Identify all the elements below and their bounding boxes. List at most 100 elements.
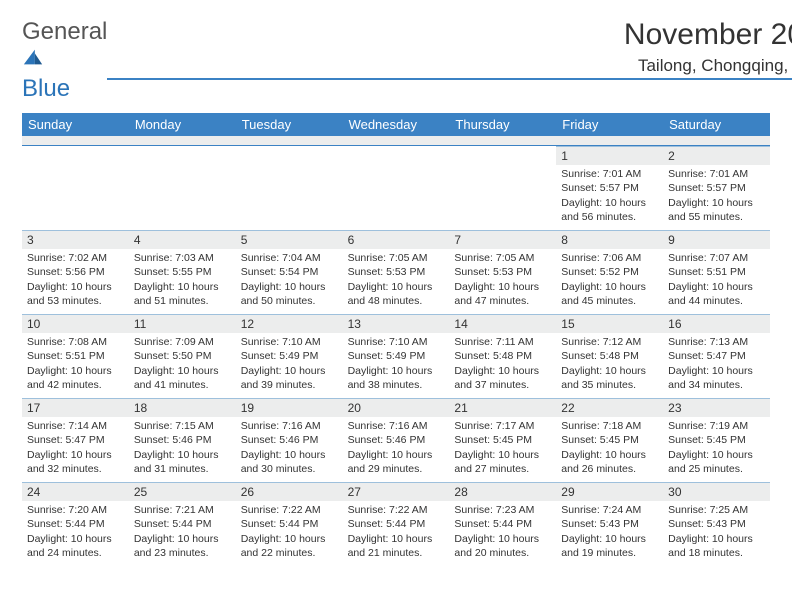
- day-number: 30: [663, 482, 770, 501]
- sunrise-line: Sunrise: 7:11 AM: [454, 335, 551, 349]
- day-body: Sunrise: 7:17 AMSunset: 5:45 PMDaylight:…: [449, 417, 556, 480]
- sunrise-line: Sunrise: 7:08 AM: [27, 335, 124, 349]
- day-number: 4: [129, 230, 236, 249]
- day-body: Sunrise: 7:14 AMSunset: 5:47 PMDaylight:…: [22, 417, 129, 480]
- day-cell: 19Sunrise: 7:16 AMSunset: 5:46 PMDayligh…: [236, 398, 343, 482]
- sunset-line: Sunset: 5:55 PM: [134, 265, 231, 279]
- daylight-line: Daylight: 10 hours and 32 minutes.: [27, 448, 124, 476]
- day-cell: 14Sunrise: 7:11 AMSunset: 5:48 PMDayligh…: [449, 314, 556, 398]
- day-cell: 9 Sunrise: 7:07 AMSunset: 5:51 PMDaylight…: [663, 230, 770, 314]
- sunset-line: Sunset: 5:45 PM: [454, 433, 551, 447]
- daylight-line: Daylight: 10 hours and 51 minutes.: [134, 280, 231, 308]
- day-body: Sunrise: 7:21 AMSunset: 5:44 PMDaylight:…: [129, 501, 236, 564]
- day-number: 29: [556, 482, 663, 501]
- daylight-line: Daylight: 10 hours and 21 minutes.: [348, 532, 445, 560]
- day-cell: 23Sunrise: 7:19 AMSunset: 5:45 PMDayligh…: [663, 398, 770, 482]
- sunset-line: Sunset: 5:46 PM: [241, 433, 338, 447]
- logo-text: GeneralBlue: [22, 18, 107, 103]
- day-cell: 15Sunrise: 7:12 AMSunset: 5:48 PMDayligh…: [556, 314, 663, 398]
- day-cell: 1Sunrise: 7:01 AMSunset: 5:57 PMDaylight…: [556, 146, 663, 230]
- sunrise-line: Sunrise: 7:20 AM: [27, 503, 124, 517]
- sunset-line: Sunset: 5:54 PM: [241, 265, 338, 279]
- sunrise-line: Sunrise: 7:09 AM: [134, 335, 231, 349]
- day-body: Sunrise: 7:24 AMSunset: 5:43 PMDaylight:…: [556, 501, 663, 564]
- day-number: 17: [22, 398, 129, 417]
- daylight-line: Daylight: 10 hours and 26 minutes.: [561, 448, 658, 476]
- month-title: November 2024: [107, 18, 792, 52]
- day-body: Sunrise: 7:09 AMSunset: 5:50 PMDaylight:…: [129, 333, 236, 396]
- day-body: Sunrise: 7:16 AMSunset: 5:46 PMDaylight:…: [343, 417, 450, 480]
- calendar-body: 1Sunrise: 7:01 AMSunset: 5:57 PMDaylight…: [22, 146, 770, 566]
- daylight-line: Daylight: 10 hours and 44 minutes.: [668, 280, 765, 308]
- daylight-line: Daylight: 10 hours and 34 minutes.: [668, 364, 765, 392]
- daylight-line: Daylight: 10 hours and 31 minutes.: [134, 448, 231, 476]
- sunrise-line: Sunrise: 7:10 AM: [241, 335, 338, 349]
- sunrise-line: Sunrise: 7:22 AM: [348, 503, 445, 517]
- day-cell: [343, 146, 450, 230]
- sunrise-line: Sunrise: 7:21 AM: [134, 503, 231, 517]
- sunrise-line: Sunrise: 7:24 AM: [561, 503, 658, 517]
- weekday-friday: Friday: [556, 113, 663, 136]
- sunset-line: Sunset: 5:52 PM: [561, 265, 658, 279]
- day-body: Sunrise: 7:12 AMSunset: 5:48 PMDaylight:…: [556, 333, 663, 396]
- sunrise-line: Sunrise: 7:15 AM: [134, 419, 231, 433]
- day-cell: 7Sunrise: 7:05 AMSunset: 5:53 PMDaylight…: [449, 230, 556, 314]
- daylight-line: Daylight: 10 hours and 47 minutes.: [454, 280, 551, 308]
- day-number: 18: [129, 398, 236, 417]
- weekday-tuesday: Tuesday: [236, 113, 343, 136]
- sunrise-line: Sunrise: 7:07 AM: [668, 251, 765, 265]
- sunset-line: Sunset: 5:43 PM: [668, 517, 765, 531]
- day-number: 14: [449, 314, 556, 333]
- day-body: Sunrise: 7:01 AMSunset: 5:57 PMDaylight:…: [556, 165, 663, 228]
- sunset-line: Sunset: 5:57 PM: [668, 181, 765, 195]
- sunrise-line: Sunrise: 7:23 AM: [454, 503, 551, 517]
- day-body: Sunrise: 7:05 AMSunset: 5:53 PMDaylight:…: [449, 249, 556, 312]
- day-body: Sunrise: 7:10 AMSunset: 5:49 PMDaylight:…: [343, 333, 450, 396]
- day-number: 16: [663, 314, 770, 333]
- sunrise-line: Sunrise: 7:13 AM: [668, 335, 765, 349]
- day-cell: 11Sunrise: 7:09 AMSunset: 5:50 PMDayligh…: [129, 314, 236, 398]
- day-body: Sunrise: 7:22 AMSunset: 5:44 PMDaylight:…: [343, 501, 450, 564]
- weekday-sunday: Sunday: [22, 113, 129, 136]
- day-cell: 8Sunrise: 7:06 AMSunset: 5:52 PMDaylight…: [556, 230, 663, 314]
- daylight-line: Daylight: 10 hours and 53 minutes.: [27, 280, 124, 308]
- sunrise-line: Sunrise: 7:01 AM: [561, 167, 658, 181]
- sunset-line: Sunset: 5:46 PM: [134, 433, 231, 447]
- sunset-line: Sunset: 5:51 PM: [668, 265, 765, 279]
- sunset-line: Sunset: 5:47 PM: [27, 433, 124, 447]
- day-body: Sunrise: 7:22 AMSunset: 5:44 PMDaylight:…: [236, 501, 343, 564]
- day-number: 20: [343, 398, 450, 417]
- week-row: 24Sunrise: 7:20 AMSunset: 5:44 PMDayligh…: [22, 482, 770, 566]
- day-body: Sunrise: 7:15 AMSunset: 5:46 PMDaylight:…: [129, 417, 236, 480]
- sunset-line: Sunset: 5:53 PM: [348, 265, 445, 279]
- sunset-line: Sunset: 5:44 PM: [134, 517, 231, 531]
- sunrise-line: Sunrise: 7:05 AM: [454, 251, 551, 265]
- daylight-line: Daylight: 10 hours and 24 minutes.: [27, 532, 124, 560]
- day-number: 15: [556, 314, 663, 333]
- day-number: 3: [22, 230, 129, 249]
- sunset-line: Sunset: 5:44 PM: [454, 517, 551, 531]
- sunset-line: Sunset: 5:50 PM: [134, 349, 231, 363]
- day-number: 6: [343, 230, 450, 249]
- day-number: 27: [343, 482, 450, 501]
- day-number: 9: [663, 230, 770, 249]
- daylight-line: Daylight: 10 hours and 23 minutes.: [134, 532, 231, 560]
- day-number: 24: [22, 482, 129, 501]
- day-body: Sunrise: 7:02 AMSunset: 5:56 PMDaylight:…: [22, 249, 129, 312]
- day-number: 1: [556, 146, 663, 165]
- day-body: Sunrise: 7:08 AMSunset: 5:51 PMDaylight:…: [22, 333, 129, 396]
- sunrise-line: Sunrise: 7:17 AM: [454, 419, 551, 433]
- day-body: Sunrise: 7:06 AMSunset: 5:52 PMDaylight:…: [556, 249, 663, 312]
- daylight-line: Daylight: 10 hours and 29 minutes.: [348, 448, 445, 476]
- day-cell: [129, 146, 236, 230]
- day-number: 10: [22, 314, 129, 333]
- day-body: Sunrise: 7:23 AMSunset: 5:44 PMDaylight:…: [449, 501, 556, 564]
- day-body: Sunrise: 7:10 AMSunset: 5:49 PMDaylight:…: [236, 333, 343, 396]
- day-cell: [449, 146, 556, 230]
- day-number: 28: [449, 482, 556, 501]
- sunset-line: Sunset: 5:48 PM: [561, 349, 658, 363]
- weekday-saturday: Saturday: [663, 113, 770, 136]
- daylight-line: Daylight: 10 hours and 42 minutes.: [27, 364, 124, 392]
- sunset-line: Sunset: 5:44 PM: [348, 517, 445, 531]
- day-number: 12: [236, 314, 343, 333]
